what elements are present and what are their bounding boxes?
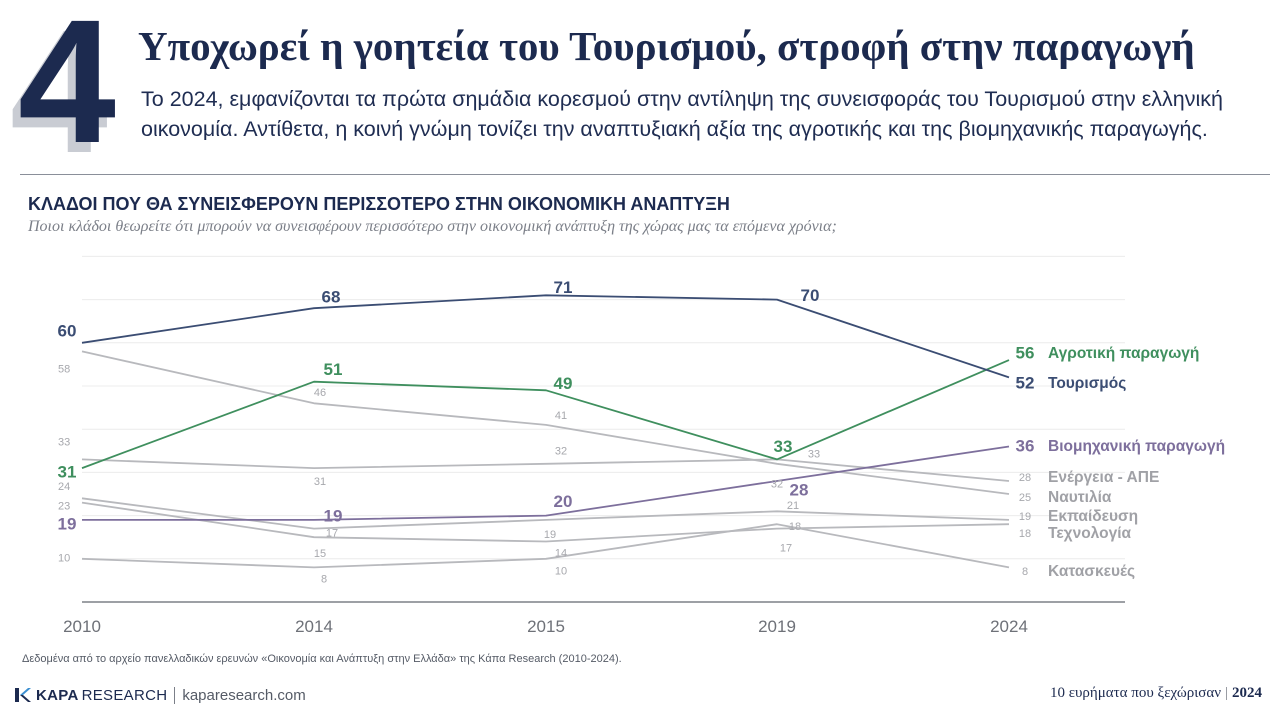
legend-label-αγροτική-παραγωγή: Αγροτική παραγωγή	[1048, 345, 1199, 362]
end-value-label: 18	[1019, 528, 1031, 540]
series-line-αγροτική-παραγωγή	[81, 359, 1010, 469]
x-tick-label: 2010	[63, 617, 101, 636]
data-label: 51	[324, 360, 343, 379]
series-line-ναυτιλία	[81, 350, 1010, 495]
data-label: 19	[544, 529, 556, 541]
data-label: 8	[321, 573, 327, 585]
data-label: 31	[58, 463, 77, 482]
footer-tagline: 10 ευρήματα που ξεχώρισαν | 2024	[1049, 685, 1262, 701]
data-label: 18	[789, 521, 801, 533]
data-label: 19	[58, 514, 77, 533]
data-label: 33	[774, 437, 793, 456]
data-label: 41	[555, 410, 567, 422]
data-label: 32	[555, 446, 567, 458]
page-headline: Υποχωρεί η γοητεία του Τουρισμού, στροφή…	[138, 23, 1195, 69]
data-label: 10	[555, 566, 567, 578]
data-label: 24	[58, 481, 70, 493]
chart-subtitle: Ποιοι κλάδοι θεωρείτε ότι μπορούν να συν…	[28, 218, 837, 235]
data-label: 70	[801, 286, 820, 305]
legend-label-ναυτιλία: Ναυτιλία	[1048, 489, 1112, 506]
data-label: 19	[324, 506, 343, 525]
data-label: 14	[555, 547, 567, 559]
brand-name-bold: KAPA	[36, 686, 79, 704]
data-label: 15	[314, 548, 326, 560]
end-value-label: 19	[1019, 511, 1031, 523]
x-tick-label: 2024	[990, 617, 1028, 636]
series-line-κατασκευές	[81, 523, 1010, 569]
section-divider	[20, 174, 1270, 175]
data-label: 49	[554, 374, 573, 393]
x-tick-label: 2015	[527, 617, 565, 636]
data-label: 20	[554, 492, 573, 511]
data-label: 17	[326, 527, 338, 539]
end-value-label: 52	[1016, 373, 1035, 392]
data-label: 17	[780, 542, 792, 554]
data-label: 68	[322, 288, 341, 307]
series-line-εκπαίδευση	[81, 497, 1010, 530]
legend-label-εκπαίδευση: Εκπαίδευση	[1048, 508, 1138, 525]
end-value-label: 28	[1019, 472, 1031, 484]
data-label: 60	[58, 321, 77, 340]
tagline-year: 2024	[1232, 685, 1262, 701]
data-label: 71	[554, 278, 573, 297]
data-label: 32	[771, 479, 783, 491]
data-label: 33	[58, 436, 70, 448]
legend-label-τεχνολογία: Τεχνολογία	[1048, 525, 1132, 542]
legend-label-ενέργεια---απε: Ενέργεια - ΑΠΕ	[1048, 469, 1159, 486]
series-line-τεχνολογία	[81, 501, 1010, 543]
data-label: 28	[790, 481, 809, 500]
legend-label-τουρισμός: Τουρισμός	[1048, 375, 1126, 392]
data-label: 46	[314, 387, 326, 399]
series-line-βιομηχανική-παραγωγή	[82, 445, 1010, 521]
website-link[interactable]: kaparesearch.com	[182, 686, 306, 704]
data-label: 23	[58, 501, 70, 513]
series-line-ενέργεια---απε	[81, 458, 1010, 482]
tagline-text: 10 ευρήματα που ξεχώρισαν	[1049, 685, 1221, 701]
chart-title: ΚΛΑΔΟΙ ΠΟΥ ΘΑ ΣΥΝΕΙΣΦΕΡΟΥΝ ΠΕΡΙΣΣΟΤΕΡΟ Σ…	[28, 194, 730, 214]
end-value-label: 25	[1019, 492, 1031, 504]
page-number: 4	[18, 0, 116, 180]
kapa-logo-icon	[15, 688, 31, 702]
data-label: 33	[808, 448, 820, 460]
data-label: 21	[787, 500, 799, 512]
end-value-label: 56	[1016, 343, 1035, 362]
source-note: Δεδομένα από το αρχείο πανελλαδικών ερευ…	[22, 653, 622, 665]
data-label: 31	[314, 476, 326, 488]
data-label: 10	[58, 553, 70, 565]
x-tick-label: 2014	[295, 617, 333, 636]
legend-label-βιομηχανική-παραγωγή: Βιομηχανική παραγωγή	[1048, 438, 1225, 455]
end-value-label: 8	[1022, 566, 1028, 578]
footer-brand: KAPA RESEARCH kaparesearch.com	[14, 684, 306, 706]
data-label: 58	[58, 363, 70, 375]
series-line-τουρισμός	[81, 294, 1010, 379]
legend-label-κατασκευές: Κατασκευές	[1048, 563, 1135, 580]
footer-separator	[174, 686, 176, 704]
intro-paragraph: Το 2024, εμφανίζονται τα πρώτα σημάδια κ…	[141, 87, 1223, 141]
brand-name: RESEARCH	[81, 686, 168, 704]
end-value-label: 36	[1016, 436, 1035, 455]
x-tick-label: 2019	[758, 617, 796, 636]
